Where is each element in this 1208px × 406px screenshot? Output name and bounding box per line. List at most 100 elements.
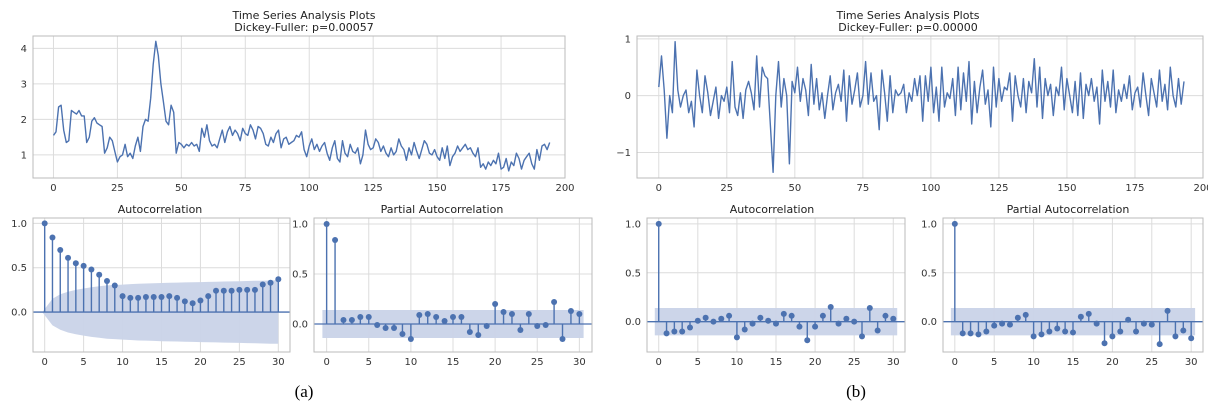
lag-marker [991, 322, 998, 329]
lag-marker [525, 311, 532, 317]
lag-marker [127, 294, 134, 301]
x-tick-label: 175 [492, 183, 511, 194]
y-tick-label: 0.0 [921, 317, 937, 328]
lag-marker [483, 323, 490, 329]
title-a-line1: Time Series Analysis Plots [231, 9, 375, 22]
lag-marker [508, 311, 515, 317]
x-tick-label: 10 [116, 357, 129, 368]
x-tick-label: 150 [1057, 183, 1076, 194]
lag-marker [796, 323, 803, 330]
x-tick-label: 0 [41, 357, 47, 368]
lag-marker [49, 234, 56, 241]
plot-frame [646, 217, 906, 353]
y-tick-label: 1 [21, 150, 27, 161]
lag-marker [72, 260, 79, 267]
x-tick-label: 30 [272, 357, 285, 368]
lag-marker [1046, 328, 1053, 335]
time-series-plot-b: 0 25 50 75 100 125 150 175 200 −1 0 1 [616, 34, 1208, 194]
caption-a: (a) [295, 382, 314, 401]
x-tick-label: 5 [80, 357, 86, 368]
lag-marker [205, 293, 212, 300]
lag-marker [882, 312, 889, 319]
lag-marker [103, 278, 110, 285]
y-tick-label: 1.0 [625, 219, 641, 230]
lag-marker [348, 317, 355, 323]
acf-plot-a: 0 5 10 15 20 25 30 0.0 0.5 1.0 [11, 217, 291, 368]
lag-marker [733, 334, 740, 341]
lag-marker [213, 287, 220, 294]
y-tick-label: 0.0 [11, 308, 27, 319]
x-tick-label: 10 [405, 357, 418, 368]
lag-marker [407, 336, 414, 342]
lag-marker [542, 322, 549, 328]
x-tick-label: 0 [952, 357, 958, 368]
x-tick-label: 75 [856, 183, 869, 194]
x-tick-label: 25 [1145, 357, 1158, 368]
lag-marker [323, 221, 330, 227]
lag-marker [749, 320, 756, 327]
x-tick-label: 25 [111, 183, 124, 194]
lag-marker [41, 220, 48, 227]
lag-marker [1140, 320, 1147, 327]
x-tick-label: 0 [656, 357, 662, 368]
lag-marker [718, 315, 725, 322]
lag-marker [780, 310, 787, 317]
x-tick-label: 15 [1067, 357, 1080, 368]
x-tick-label: 20 [489, 357, 502, 368]
lag-marker [694, 317, 701, 324]
x-tick-label: 30 [573, 357, 586, 368]
lag-marker [340, 317, 347, 323]
lag-marker [158, 293, 165, 300]
y-tick-label: 0.0 [625, 317, 641, 328]
lag-marker [174, 294, 181, 301]
lag-marker [197, 297, 204, 304]
lag-marker [142, 293, 149, 300]
title-a-line2: Dickey-Fuller: p=0.00057 [234, 21, 373, 34]
lag-marker [1109, 333, 1116, 340]
x-tick-label: 125 [989, 183, 1008, 194]
lag-marker [1133, 328, 1140, 335]
lag-marker [450, 314, 456, 320]
x-tick-label: 75 [239, 183, 252, 194]
y-tick-label: 0.0 [292, 320, 308, 331]
lag-marker [220, 287, 227, 294]
y-tick-label: 3 [21, 79, 27, 90]
lag-marker [1085, 310, 1092, 317]
pacf-plot-b: 0 5 10 15 20 25 30 0.0 0.5 1.0 [921, 217, 1204, 368]
lag-marker [983, 328, 990, 335]
lag-marker [1030, 333, 1037, 340]
y-tick-label: 0.5 [292, 270, 308, 281]
x-tick-label: 0 [323, 357, 329, 368]
lag-marker [458, 314, 465, 320]
lag-marker [1188, 335, 1195, 342]
x-tick-label: 175 [1125, 183, 1144, 194]
lag-marker [88, 266, 95, 273]
lag-marker [567, 308, 574, 314]
y-tick-label: −1 [616, 148, 631, 159]
x-tick-label: 5 [695, 357, 701, 368]
y-tick-label: 1 [625, 34, 631, 45]
x-tick-label: 30 [887, 357, 900, 368]
lag-marker [267, 279, 274, 286]
x-tick-label: 25 [720, 183, 733, 194]
lag-marker [726, 312, 733, 319]
lag-marker [804, 337, 811, 344]
lag-marker [374, 322, 381, 328]
x-tick-label: 25 [233, 357, 246, 368]
series-line [658, 41, 1185, 174]
lag-marker [391, 325, 398, 331]
series-line [52, 40, 551, 172]
x-tick-label: 10 [1027, 357, 1040, 368]
lag-marker [1117, 328, 1124, 335]
lag-marker [559, 336, 566, 342]
lag-marker [812, 323, 819, 330]
lag-marker [1077, 313, 1084, 320]
title-b-line1: Time Series Analysis Plots [835, 9, 979, 22]
acf-plot-b: 0 5 10 15 20 25 30 0.0 0.5 1.0 [625, 217, 906, 368]
x-tick-label: 15 [447, 357, 460, 368]
lag-marker [819, 312, 826, 319]
y-tick-label: 1.0 [11, 219, 27, 230]
lag-marker [365, 314, 372, 320]
lag-marker [65, 254, 72, 261]
